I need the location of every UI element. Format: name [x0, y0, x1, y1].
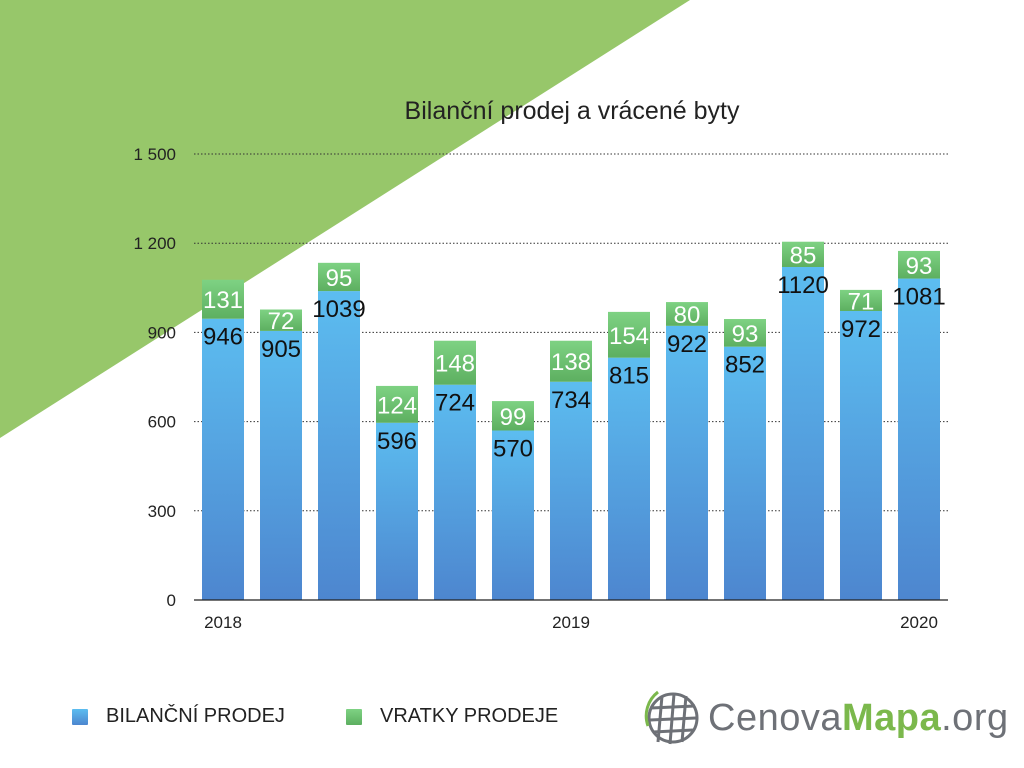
data-label-vratky-prodeje: 124	[377, 392, 417, 419]
data-label-vratky-prodeje: 71	[848, 288, 875, 315]
data-label-bilancni-prodej: 734	[551, 387, 591, 414]
bar-bilancni-prodej	[782, 266, 824, 600]
data-label-bilancni-prodej: 1120	[777, 272, 829, 299]
logo: CenovaMapa.org	[644, 686, 1009, 750]
data-label-vratky-prodeje: 95	[326, 265, 353, 292]
data-label-vratky-prodeje: 93	[906, 253, 933, 280]
y-tick-label: 600	[148, 413, 176, 432]
logo-text-mapa: Mapa	[841, 696, 942, 739]
bar-bilancni-prodej	[840, 310, 882, 600]
data-label-bilancni-prodej: 946	[203, 324, 243, 351]
bar-vratky-prodeje	[492, 401, 534, 431]
data-label-vratky-prodeje: 138	[551, 349, 591, 376]
data-label-bilancni-prodej: 972	[841, 316, 881, 343]
data-label-bilancni-prodej: 570	[493, 436, 533, 463]
bar-bilancni-prodej	[376, 422, 418, 600]
bar-bilancni-prodej	[898, 278, 940, 600]
logo-text-cenova: Cenova	[708, 696, 842, 739]
y-tick-label: 0	[167, 591, 176, 610]
data-label-bilancni-prodej: 905	[261, 336, 301, 363]
globe-grid-icon	[644, 690, 699, 745]
y-tick-label: 900	[148, 323, 176, 342]
bar-bilancni-prodej	[608, 357, 650, 600]
bar-vratky-prodeje	[898, 250, 940, 279]
data-label-vratky-prodeje: 148	[435, 351, 475, 378]
data-label-bilancni-prodej: 724	[435, 390, 475, 417]
bar-vratky-prodeje	[434, 340, 476, 385]
data-label-vratky-prodeje: 99	[500, 404, 527, 431]
bars	[202, 241, 940, 600]
bar-bilancni-prodej	[724, 346, 766, 600]
axes: 0 300 600 900 1 200 1 500 2018 2019 2020	[133, 145, 948, 632]
legend-label-bilancni-prodej: BILANČNÍ PRODEJ	[106, 705, 285, 727]
bar-bilancni-prodej	[260, 330, 302, 600]
legend-item-bilancni-prodej: BILANČNÍ PRODEJ	[72, 705, 285, 728]
data-label-bilancni-prodej: 852	[725, 352, 765, 379]
x-tick-label: 2018	[204, 613, 242, 632]
x-tick-label: 2020	[900, 613, 938, 632]
x-tick-label: 2019	[552, 613, 590, 632]
y-tick-label: 1 500	[133, 145, 176, 164]
bar-vratky-prodeje	[666, 302, 708, 326]
data-label-bilancni-prodej: 922	[667, 331, 707, 358]
bar-bilancni-prodej	[202, 318, 244, 600]
bar-vratky-prodeje	[782, 241, 824, 267]
y-tick-label: 1 200	[133, 234, 176, 253]
legend-swatch-blue	[72, 708, 88, 725]
bar-vratky-prodeje	[724, 319, 766, 347]
legend-item-vratky-prodeje: VRATKY PRODEJE	[346, 705, 558, 728]
data-label-vratky-prodeje: 72	[268, 308, 295, 335]
logo-text-org: .org	[941, 696, 1009, 739]
data-label-vratky-prodeje: 93	[732, 321, 759, 348]
legend-swatch-green	[346, 708, 362, 725]
data-label-bilancni-prodej: 815	[609, 363, 649, 390]
y-tick-label: 300	[148, 502, 176, 521]
bar-vratky-prodeje	[840, 289, 882, 311]
bar-vratky-prodeje	[318, 262, 360, 292]
data-label-vratky-prodeje: 85	[790, 242, 817, 269]
bar-vratky-prodeje	[202, 279, 244, 319]
bar-vratky-prodeje	[550, 340, 592, 382]
bar-bilancni-prodej	[492, 430, 534, 600]
bar-vratky-prodeje	[608, 311, 650, 358]
chart-title: Bilanční prodej a vrácené byty	[404, 97, 740, 125]
data-label-vratky-prodeje: 80	[674, 302, 701, 329]
bar-bilancni-prodej	[318, 291, 360, 600]
data-label-bilancni-prodej: 1081	[892, 284, 945, 311]
bar-vratky-prodeje	[376, 385, 418, 423]
bar-vratky-prodeje	[260, 309, 302, 331]
data-label-vratky-prodeje: 154	[609, 323, 649, 350]
legend-label-vratky-prodeje: VRATKY PRODEJE	[380, 705, 559, 727]
data-label-vratky-prodeje: 131	[203, 287, 243, 314]
bar-bilancni-prodej	[434, 384, 476, 600]
data-label-bilancni-prodej: 1039	[312, 296, 365, 323]
green-triangle-shape	[0, 0, 690, 438]
data-label-bilancni-prodej: 596	[377, 428, 417, 455]
logo-text: CenovaMapa.org	[708, 697, 1009, 740]
bar-bilancni-prodej	[550, 381, 592, 600]
bar-bilancni-prodej	[666, 325, 708, 600]
